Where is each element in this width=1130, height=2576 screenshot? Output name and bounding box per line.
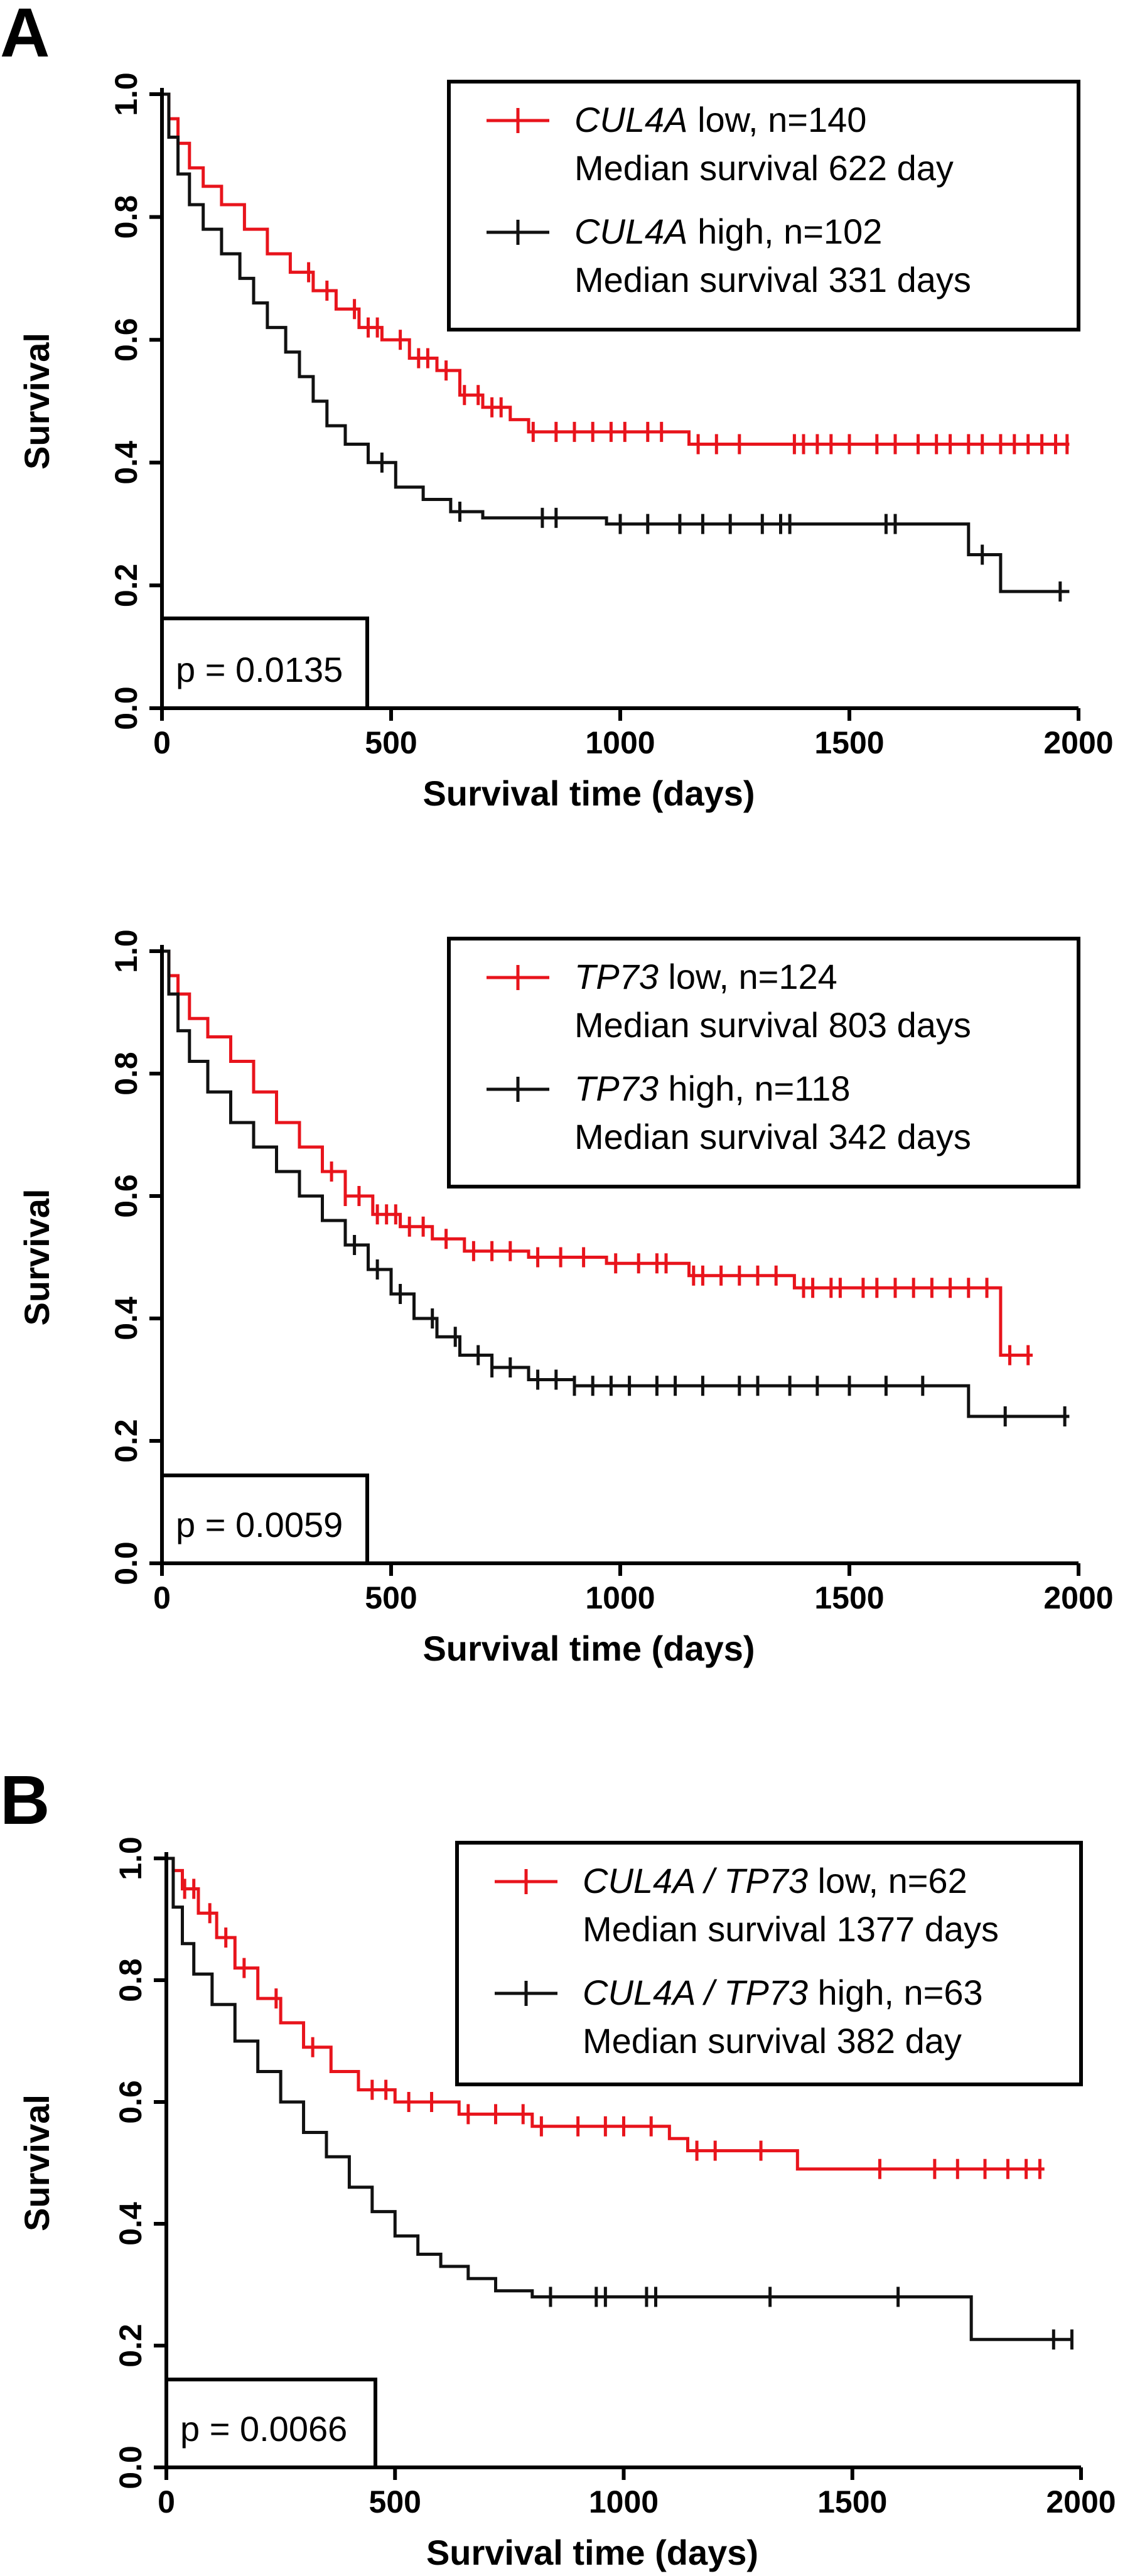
legend-median: Median survival 1377 days [583, 1909, 999, 1949]
y-tick-label: 0.6 [109, 318, 144, 362]
y-tick-label: 1.0 [113, 1836, 148, 1880]
x-axis-title: Survival time (days) [422, 773, 755, 813]
y-tick-label: 1.0 [109, 929, 144, 973]
y-tick-label: 0.8 [113, 1958, 148, 2002]
x-axis-title: Survival time (days) [422, 1629, 755, 1668]
y-tick-label: 0.4 [109, 441, 144, 485]
x-tick-label: 0 [158, 2484, 175, 2519]
series-low [166, 1857, 1045, 2179]
x-tick-label: 1000 [585, 1580, 655, 1615]
km-chart-tp73: p = 0.0059 0 500 1000 1500 2000 0.0 0.2 0.4 0.6 0.… [17, 929, 1114, 1668]
x-tick-label: 500 [369, 2484, 421, 2519]
legend-median: Median survival 342 days [574, 1117, 971, 1156]
y-tick-label: 0.4 [113, 2202, 148, 2246]
series-low [162, 92, 1070, 455]
p-value-box [160, 617, 369, 710]
series-high [162, 92, 1070, 602]
km-chart-cul4a: p = 0.0135 0 500 1000 1500 2000 0.0 0.2 0.4 0.6 0.… [17, 72, 1114, 813]
panel-label-a: A [0, 0, 50, 72]
y-tick-label: 0.2 [113, 2324, 148, 2368]
x-tick-label: 1000 [585, 725, 655, 760]
series-low [162, 949, 1033, 1366]
legend-label: CUL4A high, n=102 [574, 212, 882, 251]
legend-median: Median survival 382 day [583, 2021, 962, 2061]
survival-curve [162, 92, 1070, 593]
x-tick-label: 2000 [1043, 725, 1113, 760]
x-tick-label: 1500 [817, 2484, 887, 2519]
series-high [162, 949, 1070, 1426]
x-tick-label: 500 [365, 725, 417, 760]
survival-curve [162, 92, 1070, 446]
x-tick-label: 2000 [1046, 2484, 1116, 2519]
x-tick-label: 1500 [814, 1580, 884, 1615]
y-tick-label: 0.4 [109, 1296, 144, 1340]
legend-median: Median survival 803 days [574, 1005, 971, 1045]
y-axis-title: Survival [17, 2094, 56, 2231]
x-tick-label: 500 [365, 1580, 417, 1615]
y-tick-label: 0.6 [113, 2080, 148, 2124]
survival-curve [166, 1857, 1072, 2341]
legend-label: CUL4A / TP73 high, n=63 [583, 1973, 983, 2012]
y-tick-label: 0.8 [109, 1052, 144, 1096]
y-tick-label: 0.2 [109, 1419, 144, 1463]
x-tick-label: 0 [153, 1580, 171, 1615]
x-axis-title: Survival time (days) [426, 2533, 758, 2572]
y-tick-label: 0.6 [109, 1174, 144, 1218]
legend-box [447, 937, 1080, 1188]
legend-box [455, 1841, 1083, 2086]
legend-label: CUL4A / TP73 low, n=62 [583, 1861, 967, 1900]
y-tick-label: 0.8 [109, 195, 144, 239]
legend-label: TP73 high, n=118 [574, 1069, 851, 1108]
legend-label: CUL4A low, n=140 [574, 100, 866, 139]
x-tick-label: 1000 [589, 2484, 659, 2519]
survival-curve [162, 949, 1070, 1418]
p-value-box [160, 1474, 369, 1565]
y-axis-title: Survival [17, 333, 56, 470]
legend-box [447, 80, 1080, 331]
series-high [166, 1857, 1074, 2350]
x-tick-label: 1500 [814, 725, 884, 760]
legend-median: Median survival 622 day [574, 148, 954, 188]
y-tick-label: 0.2 [109, 564, 144, 608]
y-tick-label: 0.0 [109, 1541, 144, 1585]
y-tick-label: 0.0 [109, 686, 144, 730]
x-tick-label: 2000 [1043, 1580, 1113, 1615]
p-value: p = 0.0135 [176, 650, 343, 689]
legend-median: Median survival 331 days [574, 260, 971, 299]
survival-curve [166, 1857, 1045, 2171]
panel-label-b: B [0, 1762, 50, 1839]
p-value: p = 0.0066 [180, 2409, 347, 2449]
y-tick-label: 1.0 [109, 72, 144, 116]
x-tick-label: 0 [153, 725, 171, 760]
p-value: p = 0.0059 [176, 1505, 343, 1544]
y-axis-title: Survival [17, 1189, 56, 1326]
y-tick-label: 0.0 [113, 2445, 148, 2489]
legend-label: TP73 low, n=124 [574, 957, 837, 996]
